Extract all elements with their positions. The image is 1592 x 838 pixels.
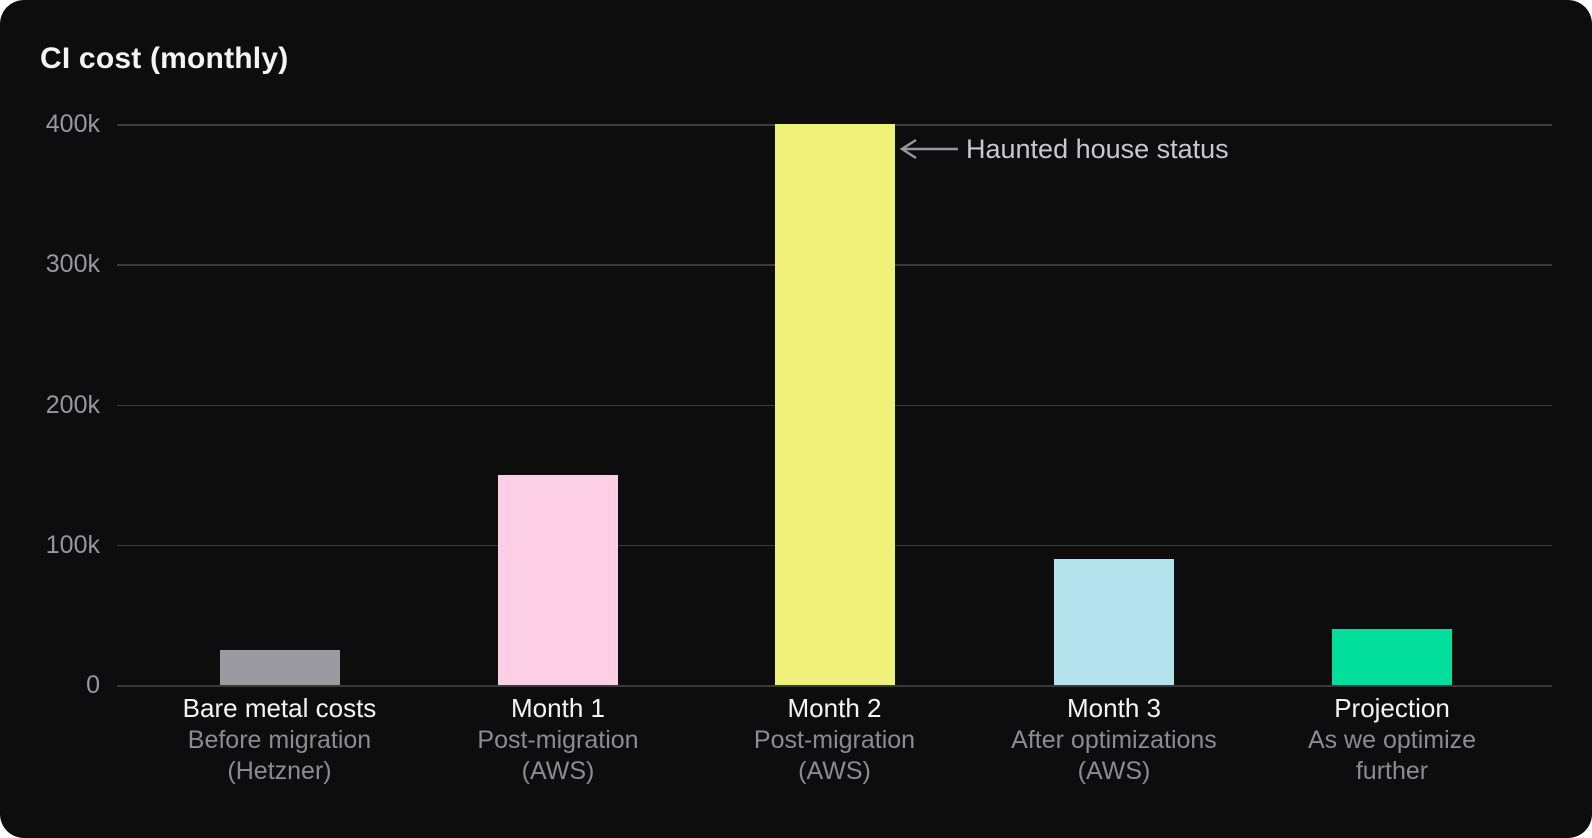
category-subtitle-month-1-2: (AWS) xyxy=(521,757,595,785)
annotation-text: Haunted house status xyxy=(966,134,1229,164)
gridline-0 xyxy=(117,685,1552,687)
category-title-month-2: Month 2 xyxy=(787,693,882,723)
category-label-projection: Projection As we optimize further xyxy=(1242,692,1542,787)
y-tick-100k: 100k xyxy=(45,530,100,559)
annotation: Haunted house status xyxy=(896,134,1229,164)
bar-month-1 xyxy=(498,474,618,685)
category-label-month-1: Month 1 Post-migration (AWS) xyxy=(408,692,708,787)
category-title-projection: Projection xyxy=(1334,693,1450,723)
category-subtitle-month-2-2: (AWS) xyxy=(798,757,871,785)
chart-title: CI cost (monthly) xyxy=(40,42,289,75)
category-subtitle-bare-metal-costs-2: (Hetzner) xyxy=(227,757,332,785)
y-tick-200k: 200k xyxy=(45,390,100,419)
category-subtitle-bare-metal-costs-1: Before migration xyxy=(187,726,372,754)
category-subtitle-projection-2: further xyxy=(1355,757,1429,785)
bar-projection xyxy=(1332,628,1452,685)
category-label-month-3: Month 3 After optimizations (AWS) xyxy=(964,692,1264,787)
y-tick-300k: 300k xyxy=(45,250,100,279)
category-subtitle-projection-1: As we optimize xyxy=(1307,726,1477,754)
category-subtitle-month-3-2: (AWS) xyxy=(1077,757,1151,785)
category-label-month-2: Month 2 Post-migration (AWS) xyxy=(685,692,985,787)
category-title-bare-metal-costs: Bare metal costs xyxy=(182,693,377,723)
y-tick-0: 0 xyxy=(86,671,100,699)
left-arrow-icon xyxy=(899,138,958,160)
bar-month-2 xyxy=(774,124,895,685)
category-label-bare-metal-costs: Bare metal costs Before migration (Hetzner… xyxy=(130,692,430,787)
category-title-month-1: Month 1 xyxy=(511,693,605,723)
category-subtitle-month-1-1: Post-migration xyxy=(477,726,639,754)
bar-month-3 xyxy=(1054,558,1174,685)
category-title-month-3: Month 3 xyxy=(1067,693,1161,723)
category-subtitle-month-2-1: Post-migration xyxy=(753,726,916,754)
category-subtitle-month-3-1: After optimizations xyxy=(1011,726,1217,754)
bar-bare-metal-costs xyxy=(219,649,340,685)
y-tick-400k: 400k xyxy=(45,110,100,138)
